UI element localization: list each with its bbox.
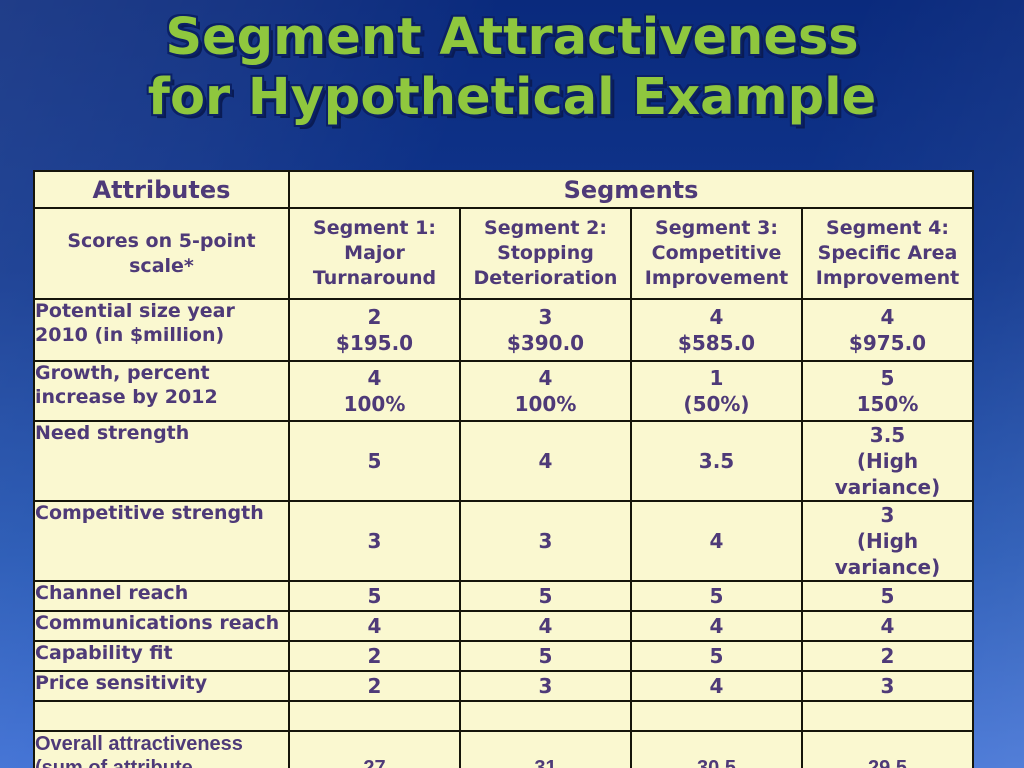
value-cell: 3 (High variance) bbox=[801, 500, 974, 582]
value-cell: 5 bbox=[630, 580, 803, 612]
value-cell: 4 $585.0 bbox=[630, 298, 803, 362]
attribute-label bbox=[33, 700, 290, 732]
attribute-label: Overall attractiveness (sum of attribute… bbox=[33, 730, 290, 768]
attributes-header: Attributes bbox=[33, 170, 290, 209]
attribute-label: Capability fit bbox=[33, 640, 290, 672]
table-row-channel-reach: Channel reach 5 5 5 5 bbox=[33, 580, 974, 612]
segment-1-header: Segment 1: Major Turnaround bbox=[288, 207, 461, 300]
attribute-label: Growth, percent increase by 2012 bbox=[33, 360, 290, 422]
value-cell: 1 (50%) bbox=[630, 360, 803, 422]
segment-attractiveness-table: Attributes Segments Scores on 5-point sc… bbox=[33, 170, 974, 768]
table-row-overall-attractiveness: Overall attractiveness (sum of attribute… bbox=[33, 730, 974, 768]
value-cell: 5 bbox=[288, 580, 461, 612]
value-cell: 2 bbox=[288, 670, 461, 702]
value-cell: 3 $390.0 bbox=[459, 298, 632, 362]
segments-header: Segments bbox=[288, 170, 974, 209]
table-header-row: Attributes Segments bbox=[33, 170, 974, 209]
table-row-price-sensitivity: Price sensitivity 2 3 4 3 bbox=[33, 670, 974, 702]
value-cell: 5 bbox=[630, 640, 803, 672]
segment-2-header: Segment 2: Stopping Deterioration bbox=[459, 207, 632, 300]
value-cell bbox=[288, 700, 461, 732]
segment-4-header: Segment 4: Specific Area Improvement bbox=[801, 207, 974, 300]
value-cell: 3 bbox=[459, 500, 632, 582]
slide-title-line1: Segment Attractiveness bbox=[165, 8, 859, 67]
value-cell: 27 bbox=[288, 730, 461, 768]
attribute-label: Need strength bbox=[33, 420, 290, 502]
attribute-label: Competitive strength bbox=[33, 500, 290, 582]
value-cell: 4 bbox=[630, 670, 803, 702]
attribute-label: Potential size year 2010 (in $million) bbox=[33, 298, 290, 362]
value-cell: 30.5 bbox=[630, 730, 803, 768]
value-cell: 4 100% bbox=[288, 360, 461, 422]
value-cell: 3 bbox=[459, 670, 632, 702]
value-cell bbox=[630, 700, 803, 732]
table-row-communications-reach: Communications reach 4 4 4 4 bbox=[33, 610, 974, 642]
value-cell: 3.5 bbox=[630, 420, 803, 502]
segment-3-header: Segment 3: Competitive Improvement bbox=[630, 207, 803, 300]
value-cell: 4 bbox=[459, 420, 632, 502]
table-row-potential-size: Potential size year 2010 (in $million) 2… bbox=[33, 298, 974, 362]
slide-title-line2: for Hypothetical Example bbox=[147, 67, 877, 127]
value-cell: 4 bbox=[288, 610, 461, 642]
table-row-growth: Growth, percent increase by 2012 4 100% … bbox=[33, 360, 974, 422]
table-row-need-strength: Need strength 5 4 3.5 3.5 (High variance… bbox=[33, 420, 974, 502]
table-row-capability-fit: Capability fit 2 5 5 2 bbox=[33, 640, 974, 672]
value-cell: 4 $975.0 bbox=[801, 298, 974, 362]
value-cell: 5 bbox=[288, 420, 461, 502]
value-cell bbox=[801, 700, 974, 732]
attribute-label: Price sensitivity bbox=[33, 670, 290, 702]
attribute-label: Communications reach bbox=[33, 610, 290, 642]
value-cell: 3 bbox=[288, 500, 461, 582]
value-cell: 4 bbox=[630, 610, 803, 642]
value-cell: 5 bbox=[801, 580, 974, 612]
value-cell bbox=[459, 700, 632, 732]
table-row-empty bbox=[33, 700, 974, 732]
value-cell: 4 bbox=[801, 610, 974, 642]
value-cell: 4 100% bbox=[459, 360, 632, 422]
value-cell: 4 bbox=[459, 610, 632, 642]
value-cell: 5 bbox=[459, 580, 632, 612]
value-cell: 31 bbox=[459, 730, 632, 768]
value-cell: 29.5 bbox=[801, 730, 974, 768]
value-cell: 2 bbox=[288, 640, 461, 672]
value-cell: 4 bbox=[630, 500, 803, 582]
value-cell: 2 $195.0 bbox=[288, 298, 461, 362]
value-cell: 5 150% bbox=[801, 360, 974, 422]
slide-title: Segment Attractiveness for Hypothetical … bbox=[0, 8, 1024, 127]
table-row-competitive-strength: Competitive strength 3 3 4 3 (High varia… bbox=[33, 500, 974, 582]
value-cell: 3 bbox=[801, 670, 974, 702]
value-cell: 5 bbox=[459, 640, 632, 672]
value-cell: 2 bbox=[801, 640, 974, 672]
segment-names-row: Scores on 5-point scale* Segment 1: Majo… bbox=[33, 207, 974, 300]
scores-scale-label: Scores on 5-point scale* bbox=[33, 207, 290, 300]
value-cell: 3.5 (High variance) bbox=[801, 420, 974, 502]
attribute-label: Channel reach bbox=[33, 580, 290, 612]
